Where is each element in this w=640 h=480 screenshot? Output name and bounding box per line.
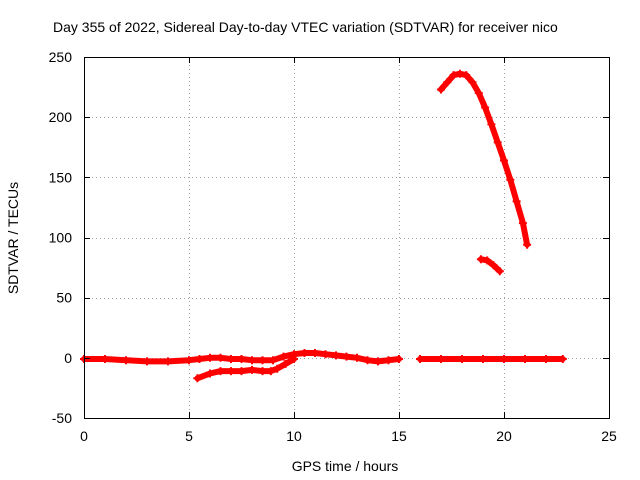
y-tick-label: -50 — [52, 410, 72, 426]
series-low-track — [193, 355, 298, 383]
x-tick-label: 20 — [496, 428, 512, 444]
series-markers — [476, 255, 504, 276]
x-tick-label: 15 — [391, 428, 407, 444]
y-tick-label: 50 — [56, 290, 72, 306]
x-tick-label: 25 — [601, 428, 617, 444]
series-markers — [193, 355, 298, 383]
chart-title: Day 355 of 2022, Sidereal Day-to-day VTE… — [53, 19, 558, 35]
x-tick-label: 5 — [185, 428, 193, 444]
y-tick-label: 100 — [49, 230, 73, 246]
y-tick-label: 250 — [49, 49, 73, 65]
y-tick-label: 0 — [64, 350, 72, 366]
y-axis-label: SDTVAR / TECUs — [5, 182, 21, 294]
series-high-arc — [437, 69, 532, 249]
series-line — [438, 70, 531, 248]
y-tick-label: 200 — [49, 109, 73, 125]
x-tick-label: 0 — [80, 428, 88, 444]
x-axis-label: GPS time / hours — [292, 458, 399, 474]
series-base-track-2 — [416, 355, 567, 363]
series-markers — [416, 355, 567, 363]
y-tick-label: 150 — [49, 169, 73, 185]
x-tick-label: 10 — [286, 428, 302, 444]
series-base-track-1 — [80, 349, 403, 366]
series-mid-arc — [476, 255, 504, 276]
series-layer — [80, 69, 567, 383]
axis-ticks: 0 5 10 15 20 25 -50 0 50 100 150 200 250 — [49, 49, 617, 444]
series-markers — [437, 69, 532, 249]
